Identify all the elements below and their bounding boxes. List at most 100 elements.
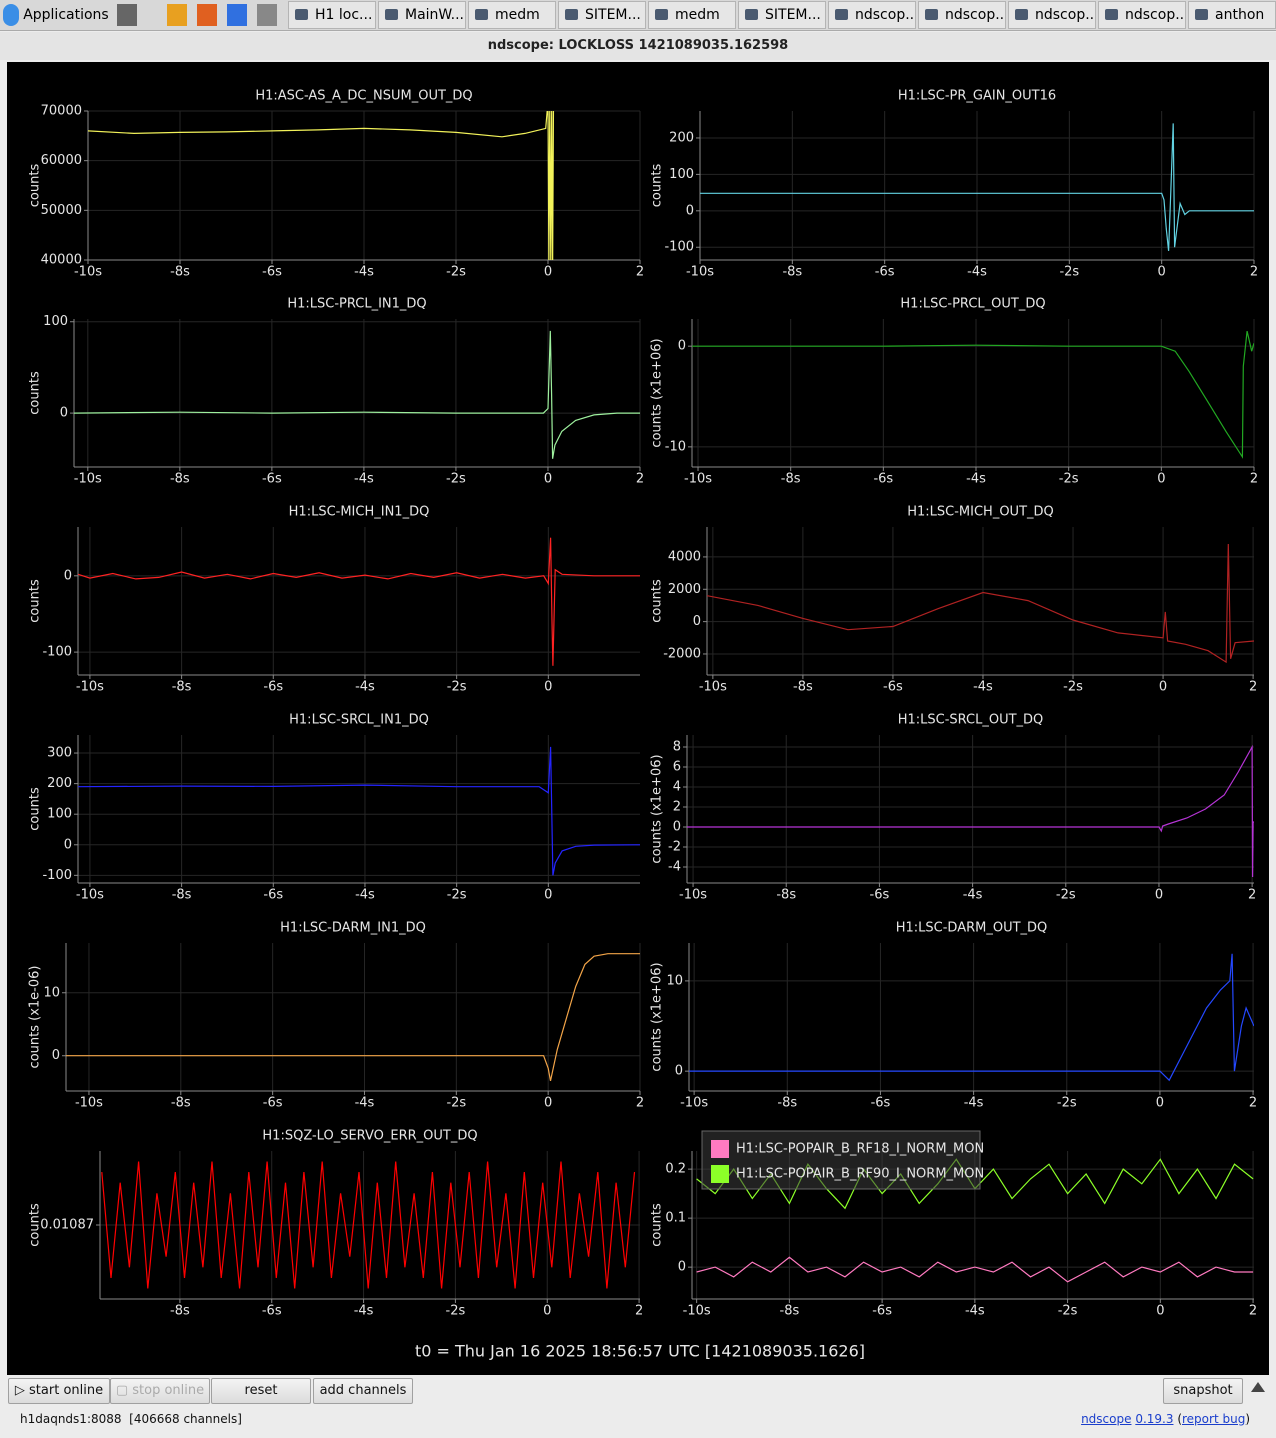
x-tick-label: -4s	[355, 888, 375, 903]
x-tick-label: -6s	[262, 265, 282, 280]
y-tick-label: 0	[52, 1048, 60, 1063]
x-tick-label: -8s	[782, 265, 802, 280]
x-tick-label: -4s	[354, 265, 374, 280]
x-tick-label: -6s	[263, 888, 283, 903]
add-channels-button[interactable]: add channels	[313, 1378, 413, 1404]
applications-menu[interactable]: Applications	[23, 7, 109, 23]
task-button[interactable]: SITEM...	[558, 1, 646, 29]
task-button[interactable]: medm	[468, 1, 556, 29]
task-button[interactable]: ndscop...	[828, 1, 916, 29]
y-tick-label: -4	[668, 860, 681, 875]
plot-title: H1:LSC-SRCL_OUT_DQ	[898, 713, 1044, 728]
y-axis-label: counts	[28, 1203, 43, 1247]
x-tick-label: -4s	[965, 1304, 985, 1319]
y-axis-label: counts	[28, 371, 43, 415]
trace	[78, 746, 640, 876]
status-links: ndscope 0.19.3 (report bug)	[1081, 1412, 1250, 1426]
x-tick-label: -4s	[354, 1304, 374, 1319]
x-tick-label: 0	[1156, 1096, 1164, 1111]
stop-online-button[interactable]: ▢ stop online	[110, 1378, 210, 1404]
trace	[696, 1256, 1254, 1283]
x-tick-label: -6s	[870, 888, 890, 903]
task-button[interactable]: medm	[648, 1, 736, 29]
y-tick-label: -100	[42, 868, 72, 883]
x-tick-label: -2s	[446, 1096, 466, 1111]
x-tick-label: -4s	[354, 472, 374, 487]
y-tick-label: -100	[42, 645, 72, 660]
x-tick-label: -8s	[171, 1096, 191, 1111]
trace	[692, 330, 1254, 459]
y-tick-label: 100	[47, 807, 72, 822]
x-tick-label: -8s	[170, 472, 190, 487]
y-tick-label: 0.01087	[40, 1218, 94, 1233]
reset-button[interactable]: reset	[211, 1378, 311, 1404]
legend-label: H1:LSC-POPAIR_B_RF90_I_NORM_MON	[736, 1167, 984, 1182]
bug-link[interactable]: report bug	[1182, 1412, 1246, 1426]
trace	[88, 111, 555, 260]
start-online-button[interactable]: ▷ start online	[8, 1378, 110, 1404]
x-tick-label: -2s	[1059, 265, 1079, 280]
x-tick-label: -2s	[447, 888, 467, 903]
y-tick-label: 0	[686, 203, 694, 218]
plot-title: H1:LSC-MICH_OUT_DQ	[907, 505, 1054, 520]
task-button[interactable]: SITEM...	[738, 1, 826, 29]
menu-icon[interactable]	[3, 4, 20, 26]
x-tick-label: -6s	[873, 472, 893, 487]
x-tick-label: -4s	[967, 265, 987, 280]
task-button[interactable]: ndscop...	[1098, 1, 1186, 29]
x-tick-label: 0	[544, 472, 552, 487]
y-tick-label: -2	[668, 840, 681, 855]
y-tick-label: 0	[678, 1260, 686, 1275]
x-tick-label: -10s	[679, 888, 707, 903]
trace	[700, 123, 1254, 251]
y-tick-label: 100	[43, 314, 68, 329]
task-button[interactable]: ndscop...	[918, 1, 1006, 29]
x-tick-label: -8s	[776, 888, 796, 903]
y-tick-label: 0	[675, 1064, 683, 1079]
x-tick-label: -8s	[793, 680, 813, 695]
expand-button[interactable]	[1251, 1382, 1265, 1392]
app-link[interactable]: ndscope	[1081, 1412, 1132, 1426]
y-tick-label: 60000	[41, 153, 82, 168]
x-tick-label: 0	[544, 265, 552, 280]
task-button[interactable]: H1 loc...	[288, 1, 376, 29]
x-tick-label: -10s	[74, 265, 102, 280]
x-tick-label: -8s	[781, 472, 801, 487]
x-tick-label: -10s	[683, 1304, 711, 1319]
y-tick-label: 0	[678, 339, 686, 354]
x-tick-label: 0	[544, 1096, 552, 1111]
x-tick-label: -6s	[262, 472, 282, 487]
x-tick-label: 2	[1249, 680, 1257, 695]
task-button[interactable]: ndscop...	[1008, 1, 1096, 29]
x-tick-label: -6s	[883, 680, 903, 695]
x-tick-label: -2s	[1063, 680, 1083, 695]
y-axis-label: counts (x1e+06)	[650, 754, 665, 863]
task-button[interactable]: MainW...	[378, 1, 466, 29]
y-tick-label: 0	[693, 614, 701, 629]
x-tick-label: -4s	[973, 680, 993, 695]
t0-label: t0 = Thu Jan 16 2025 18:56:57 UTC [14210…	[415, 1342, 865, 1361]
x-tick-label: 0	[1158, 265, 1166, 280]
x-tick-label: -6s	[263, 1096, 283, 1111]
x-tick-label: -2s	[1057, 1096, 1077, 1111]
plot-title: H1:LSC-PR_GAIN_OUT16	[898, 89, 1056, 104]
x-tick-label: 2	[636, 472, 644, 487]
x-tick-label: 2	[636, 265, 644, 280]
trace	[707, 543, 1254, 664]
snapshot-button[interactable]: snapshot	[1163, 1378, 1243, 1404]
x-tick-label: -2s	[1059, 472, 1079, 487]
y-tick-label: 4000	[668, 549, 701, 564]
x-tick-label: 2	[1248, 888, 1256, 903]
y-tick-label: 0.1	[665, 1211, 686, 1226]
x-tick-label: 2	[1249, 1304, 1257, 1319]
plot-title: H1:SQZ-LO_SERVO_ERR_OUT_DQ	[262, 1129, 477, 1144]
version-link[interactable]: 0.19.3	[1135, 1412, 1174, 1426]
x-tick-label: -8s	[780, 1304, 800, 1319]
y-axis-label: counts	[650, 164, 665, 208]
launchers[interactable]	[116, 4, 286, 26]
x-tick-label: -8s	[172, 680, 192, 695]
plot-title: H1:LSC-SRCL_IN1_DQ	[289, 713, 429, 728]
trace	[66, 953, 640, 1082]
task-button[interactable]: anthon	[1188, 1, 1276, 29]
y-tick-label: 40000	[41, 253, 82, 268]
